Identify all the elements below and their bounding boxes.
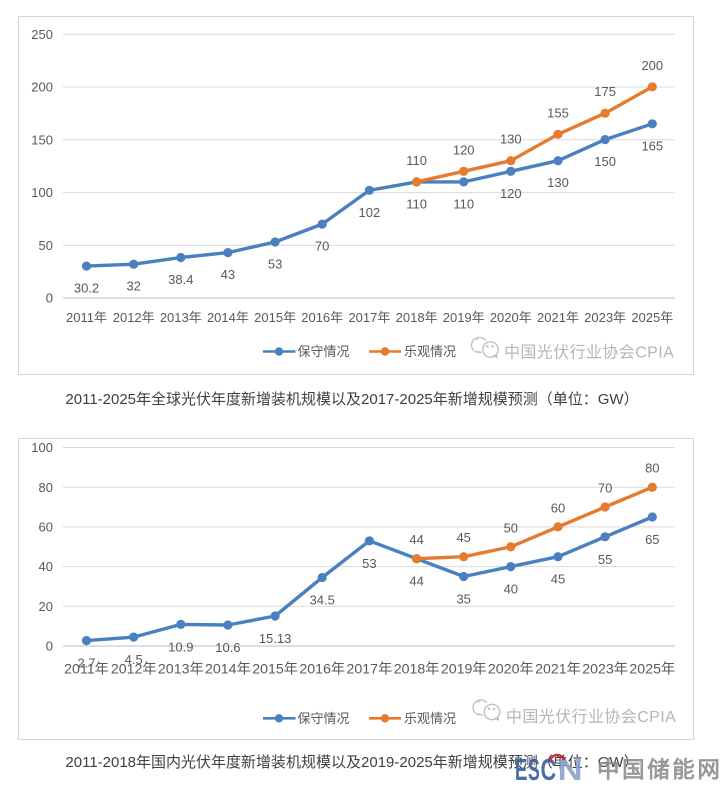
svg-text:2020年: 2020年 bbox=[488, 662, 534, 678]
svg-text:中国光伏行业协会CPIA: 中国光伏行业协会CPIA bbox=[504, 344, 674, 362]
svg-text:2011-2018年国内光伏年度新增装机规模以及2019-2: 2011-2018年国内光伏年度新增装机规模以及2019-2025年新增规模预测… bbox=[65, 754, 638, 771]
svg-text:2023年: 2023年 bbox=[584, 310, 626, 325]
svg-text:102: 102 bbox=[359, 205, 381, 220]
svg-text:70: 70 bbox=[598, 481, 612, 496]
svg-text:2012年: 2012年 bbox=[113, 310, 155, 325]
svg-text:0: 0 bbox=[46, 291, 53, 306]
svg-text:2011-2025年全球光伏年度新增装机规模以及2017-2: 2011-2025年全球光伏年度新增装机规模以及2017-2025年新增规模预测… bbox=[65, 390, 638, 408]
svg-text:100: 100 bbox=[31, 440, 53, 455]
svg-text:55: 55 bbox=[598, 552, 612, 567]
svg-text:E: E bbox=[515, 753, 528, 787]
svg-text:150: 150 bbox=[31, 132, 53, 147]
svg-text:保守情况: 保守情况 bbox=[298, 344, 350, 359]
svg-text:110: 110 bbox=[453, 196, 474, 211]
svg-text:N: N bbox=[558, 753, 583, 787]
svg-text:2.7: 2.7 bbox=[77, 656, 95, 671]
svg-text:40: 40 bbox=[39, 559, 53, 574]
svg-text:2011年: 2011年 bbox=[64, 662, 109, 678]
svg-text:44: 44 bbox=[409, 532, 423, 547]
svg-text:165: 165 bbox=[641, 138, 663, 153]
svg-text:43: 43 bbox=[221, 267, 235, 282]
svg-text:2016年: 2016年 bbox=[301, 310, 343, 325]
svg-text:10.6: 10.6 bbox=[215, 640, 240, 655]
svg-text:80: 80 bbox=[39, 480, 53, 495]
svg-text:38.4: 38.4 bbox=[168, 272, 193, 287]
svg-text:2015年: 2015年 bbox=[252, 662, 298, 678]
svg-text:S: S bbox=[528, 753, 540, 787]
svg-text:250: 250 bbox=[31, 27, 53, 42]
svg-text:2023年: 2023年 bbox=[582, 662, 628, 678]
svg-text:15.13: 15.13 bbox=[259, 631, 292, 646]
svg-text:2012年: 2012年 bbox=[111, 662, 157, 678]
svg-text:2015年: 2015年 bbox=[254, 310, 296, 325]
svg-text:2017年: 2017年 bbox=[347, 662, 393, 678]
svg-text:110: 110 bbox=[406, 153, 427, 168]
svg-text:130: 130 bbox=[500, 132, 522, 147]
svg-text:2011年: 2011年 bbox=[66, 310, 107, 325]
svg-text:保守情况: 保守情况 bbox=[298, 711, 350, 726]
svg-text:2018年: 2018年 bbox=[396, 310, 438, 325]
svg-text:65: 65 bbox=[645, 532, 659, 547]
svg-text:0: 0 bbox=[46, 639, 53, 654]
svg-text:32: 32 bbox=[126, 279, 140, 294]
svg-text:2013年: 2013年 bbox=[158, 662, 204, 678]
svg-text:中国储能网: 中国储能网 bbox=[597, 757, 723, 783]
svg-text:2025年: 2025年 bbox=[631, 310, 673, 325]
svg-text:120: 120 bbox=[453, 142, 475, 157]
svg-text:200: 200 bbox=[31, 80, 53, 95]
svg-text:120: 120 bbox=[500, 186, 522, 201]
svg-text:2013年: 2013年 bbox=[160, 310, 202, 325]
svg-text:乐观情况: 乐观情况 bbox=[404, 711, 456, 726]
svg-text:2019年: 2019年 bbox=[443, 310, 485, 325]
svg-text:35: 35 bbox=[456, 592, 470, 607]
svg-text:175: 175 bbox=[594, 84, 616, 99]
svg-text:60: 60 bbox=[551, 500, 565, 515]
svg-text:2021年: 2021年 bbox=[535, 662, 581, 678]
svg-text:30.2: 30.2 bbox=[74, 281, 99, 296]
svg-text:20: 20 bbox=[39, 599, 53, 614]
svg-text:50: 50 bbox=[504, 520, 518, 535]
svg-text:40: 40 bbox=[504, 582, 518, 597]
svg-text:2021年: 2021年 bbox=[537, 310, 579, 325]
svg-text:2019年: 2019年 bbox=[441, 662, 487, 678]
svg-text:80: 80 bbox=[645, 461, 659, 476]
svg-text:2014年: 2014年 bbox=[205, 662, 251, 678]
svg-text:44: 44 bbox=[409, 574, 423, 589]
svg-text:2020年: 2020年 bbox=[490, 310, 532, 325]
svg-text:10.9: 10.9 bbox=[168, 639, 193, 654]
svg-text:2018年: 2018年 bbox=[394, 662, 440, 678]
svg-text:2025年: 2025年 bbox=[629, 662, 675, 678]
svg-text:34.5: 34.5 bbox=[310, 593, 335, 608]
svg-text:53: 53 bbox=[268, 257, 282, 272]
svg-text:155: 155 bbox=[547, 105, 569, 120]
svg-text:4.5: 4.5 bbox=[125, 652, 143, 667]
svg-text:60: 60 bbox=[39, 520, 53, 535]
svg-text:45: 45 bbox=[456, 530, 470, 545]
svg-text:100: 100 bbox=[31, 185, 53, 200]
svg-text:45: 45 bbox=[551, 572, 565, 587]
svg-text:110: 110 bbox=[406, 196, 427, 211]
svg-text:中国光伏行业协会CPIA: 中国光伏行业协会CPIA bbox=[506, 708, 676, 726]
svg-text:2017年: 2017年 bbox=[348, 310, 390, 325]
svg-text:70: 70 bbox=[315, 239, 329, 254]
svg-text:2016年: 2016年 bbox=[299, 662, 345, 678]
svg-text:130: 130 bbox=[547, 175, 569, 190]
svg-text:150: 150 bbox=[594, 154, 616, 169]
svg-text:C: C bbox=[541, 753, 557, 787]
svg-text:乐观情况: 乐观情况 bbox=[404, 344, 456, 359]
svg-text:50: 50 bbox=[39, 238, 53, 253]
svg-text:200: 200 bbox=[641, 58, 663, 73]
svg-text:2014年: 2014年 bbox=[207, 310, 249, 325]
svg-text:53: 53 bbox=[362, 556, 376, 571]
